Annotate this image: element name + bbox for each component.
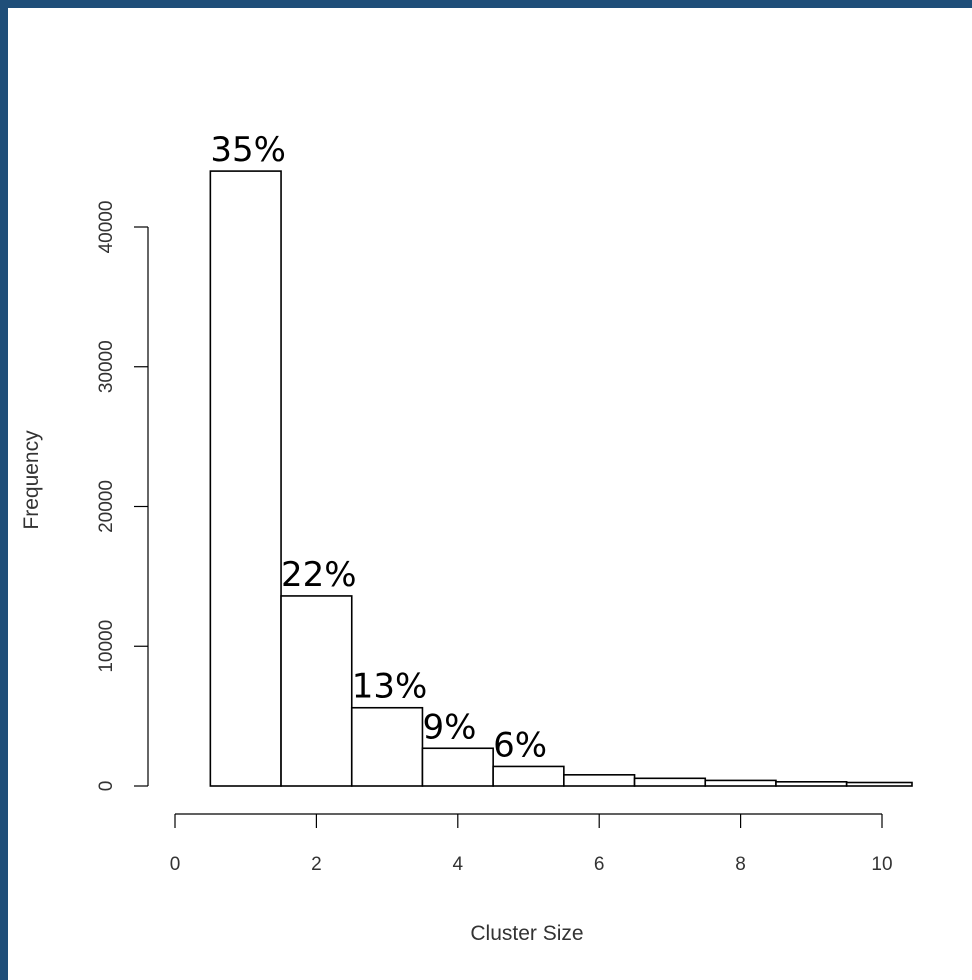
bar-percent-label: 35%: [210, 130, 286, 170]
histogram-bar: [633, 777, 707, 787]
histogram-bar: [209, 170, 282, 787]
y-tick-label: 10000: [96, 620, 117, 673]
x-axis-title: Cluster Size: [470, 922, 583, 945]
x-tick-label: 2: [311, 854, 322, 875]
histogram-bar: [775, 781, 848, 787]
data-labels: 35% 22% 13%9% 6%: [210, 130, 547, 765]
y-tick-label: 40000: [96, 201, 117, 254]
histogram-bar: [350, 706, 424, 787]
y-tick-label: 0: [96, 781, 117, 792]
x-tick-label: 4: [453, 854, 464, 875]
histogram-bar: [280, 595, 353, 787]
histogram-bar: [563, 774, 636, 787]
histogram-bar: [704, 779, 777, 787]
y-axis-title: Frequency: [20, 430, 43, 530]
bar-percent-label: 9%: [422, 707, 476, 747]
histogram-bar: [845, 781, 913, 787]
bars: [209, 170, 913, 787]
histogram-bar: [492, 765, 565, 787]
bar-percent-label: 6%: [493, 725, 547, 765]
histogram-chart: 0 10000 20000 30000 40000 0 2 4 6 8 10 35% 22% 13%9…: [20, 130, 913, 945]
y-tick-label: 30000: [96, 340, 117, 393]
x-tick-label: 6: [594, 854, 605, 875]
bar-percent-label: 13%: [352, 667, 428, 707]
x-axis: 0 2 4 6 8 10: [170, 813, 893, 875]
chart-frame: 0 10000 20000 30000 40000 0 2 4 6 8 10 35% 22% 13% 9…: [8, 8, 972, 980]
x-tick-label: 8: [735, 854, 746, 875]
bar-percent-label: 22%: [281, 555, 357, 595]
y-tick-label: 20000: [96, 480, 117, 533]
x-tick-label: 0: [170, 854, 181, 875]
x-tick-label: 10: [871, 854, 892, 875]
histogram-bar: [421, 747, 494, 787]
y-axis: 0 10000 20000 30000 40000: [96, 201, 149, 792]
